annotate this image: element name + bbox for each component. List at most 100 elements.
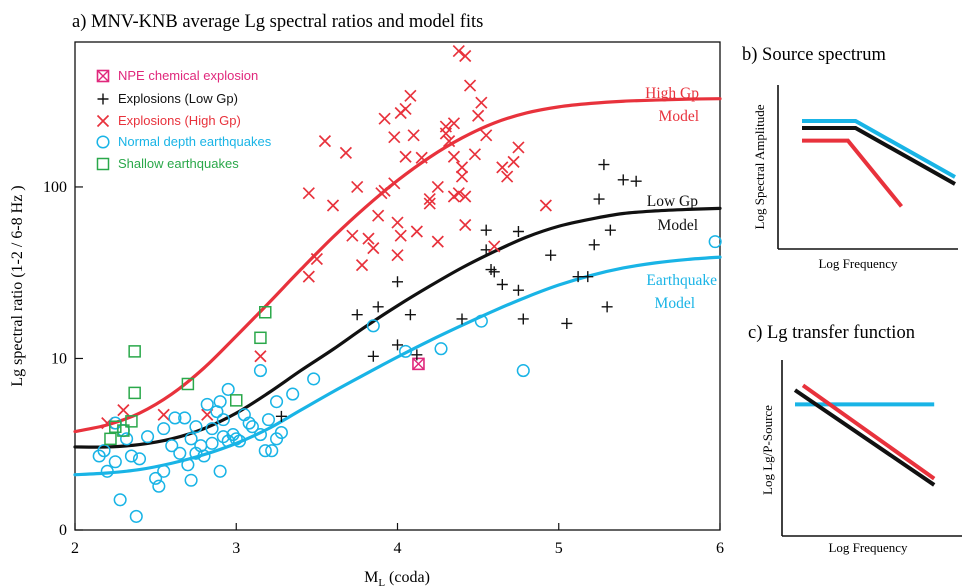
explosions-high-gp--point <box>496 161 509 174</box>
normal-depth-earthquakes-point <box>184 432 198 446</box>
panel-a-ylabel: Lg spectral ratio (1-2 / 6-8 Hz ) <box>9 185 26 386</box>
spectrum-line-1 <box>793 388 936 487</box>
panel-b-xlabel: Log Frequency <box>818 256 898 271</box>
explosions-high-gp--point <box>326 199 340 212</box>
explosions-low-gp--point <box>588 239 600 251</box>
normal-depth-earthquakes-point <box>258 444 272 458</box>
explosions-low-gp--point <box>617 174 629 186</box>
explosions-high-gp--point <box>447 117 461 130</box>
panel-b-lines <box>802 119 956 208</box>
x-tick-label: 3 <box>232 540 240 557</box>
panel-c: c) Lg transfer function Log Lg/P-Source … <box>748 323 962 555</box>
explosions-high-gp--point <box>507 155 520 168</box>
explosions-high-gp--point <box>472 109 485 122</box>
earthquake-label-line2: Model <box>655 295 695 312</box>
explosions-high-gp--point <box>475 96 488 109</box>
explosions-high-gp--point <box>394 229 407 242</box>
explosions-low-gp--point <box>372 301 384 313</box>
panel-a-xlabel: ML (coda) <box>364 569 430 588</box>
explosions-low-gp--point <box>456 313 468 325</box>
explosions-high-gp--point <box>117 404 130 417</box>
normal-depth-earthquakes-point <box>399 344 413 358</box>
explosions-high-gp--point <box>346 229 359 242</box>
normal-depth-earthquakes-point <box>366 319 380 333</box>
explosions-high-gp--point <box>455 161 469 174</box>
panel-a-legend: NPE chemical explosion Explosions (Low G… <box>96 68 272 171</box>
explosions-high-gp--point <box>318 135 332 148</box>
normal-depth-earthquakes-point <box>221 382 235 396</box>
explosions-high-gp--point <box>302 270 315 283</box>
explosions-high-gp--point <box>367 242 380 255</box>
explosions-high-gp--point <box>512 141 525 154</box>
explosions-low-gp--point <box>630 175 642 187</box>
panel-c-xlabel: Log Frequency <box>828 540 908 555</box>
shallow-earthquakes-point <box>254 331 267 345</box>
explosions-high-gp--point <box>415 151 428 164</box>
legend-symbol <box>96 157 110 171</box>
explosions-low-gp--point <box>496 278 508 290</box>
normal-depth-earthquakes-point <box>205 436 219 450</box>
xlabel-main: M <box>364 569 378 586</box>
explosions-high-gp--point <box>410 225 423 238</box>
low-gp-label-line2: Model <box>658 217 698 234</box>
explosions-high-gp--point <box>391 249 404 262</box>
explosions-low-gp--point <box>275 410 287 422</box>
legend-symbol <box>97 93 109 105</box>
explosions-high-gp--point <box>463 79 477 92</box>
explosions-low-gp--point <box>512 284 524 296</box>
normal-depth-earthquakes-point <box>200 397 214 411</box>
low-gp-model-curve <box>73 206 722 449</box>
explosions-high-gp--point <box>339 146 353 159</box>
explosions-low-gp--point <box>582 271 594 283</box>
normal-depth-earthquakes-point <box>213 395 227 409</box>
shallow-earthquakes-point <box>104 432 117 446</box>
explosions-high-gp--point <box>388 177 401 190</box>
x-tick-label: 6 <box>716 540 724 557</box>
normal-depth-earthquakes-point <box>173 446 187 460</box>
explosions-low-gp--point <box>598 159 610 171</box>
explosions-low-gp--point <box>601 301 613 313</box>
explosions-high-gp--point <box>157 408 170 421</box>
normal-depth-earthquakes-point <box>120 432 134 446</box>
explosions-low-gp--point <box>517 313 529 325</box>
explosions-high-gp--point <box>351 180 364 194</box>
explosions-high-gp--point <box>254 350 267 363</box>
normal-depth-earthquakes-point <box>213 464 227 478</box>
explosions-high-gp--point <box>488 240 501 253</box>
explosions-high-gp--point <box>468 148 482 161</box>
y-tick-label: 10 <box>51 350 67 367</box>
high-gp-label-line1: High Gp <box>645 85 699 102</box>
normal-depth-earthquakes-point <box>274 425 288 440</box>
explosions-low-gp--point <box>488 266 500 278</box>
x-tick-label: 2 <box>71 540 79 557</box>
normal-depth-earthquakes-point <box>270 395 284 409</box>
panel-a-title: a) MNV-KNB average Lg spectral ratios an… <box>72 12 483 32</box>
explosions-high-gp--point <box>423 197 436 210</box>
explosions-high-gp--point <box>404 89 417 102</box>
legend-label-shallow-eq: Shallow earthquakes <box>118 156 239 171</box>
normal-depth-earthquakes-point <box>434 342 448 356</box>
normal-depth-earthquakes-point <box>168 411 182 425</box>
explosions-high-gp--point <box>355 259 369 272</box>
x-tick-label: 5 <box>555 540 563 557</box>
normal-depth-earthquakes-point <box>245 420 259 434</box>
explosions-high-gp--point <box>423 192 436 206</box>
normal-depth-earthquakes-point <box>189 420 203 434</box>
shallow-earthquakes-point <box>181 377 195 391</box>
explosions-high-gp--point <box>378 184 391 197</box>
explosions-high-gp--point <box>455 170 469 183</box>
xlabel-rest: (coda) <box>385 569 430 586</box>
explosions-high-gp--point <box>388 131 401 144</box>
spectrum-line-2 <box>801 383 936 481</box>
explosions-low-gp--point <box>392 276 403 288</box>
explosions-low-gp--point <box>561 317 573 329</box>
legend-symbol <box>96 69 110 83</box>
normal-depth-earthquakes-point <box>157 464 171 478</box>
explosions-high-gp--point <box>310 252 323 266</box>
shallow-earthquakes-point <box>230 394 243 407</box>
normal-depth-earthquakes-point <box>129 509 143 523</box>
y-tick-label: 100 <box>43 179 67 196</box>
normal-depth-earthquakes-point <box>149 471 163 485</box>
spectrum-line-1 <box>802 126 956 186</box>
explosions-high-gp--point <box>391 216 404 229</box>
